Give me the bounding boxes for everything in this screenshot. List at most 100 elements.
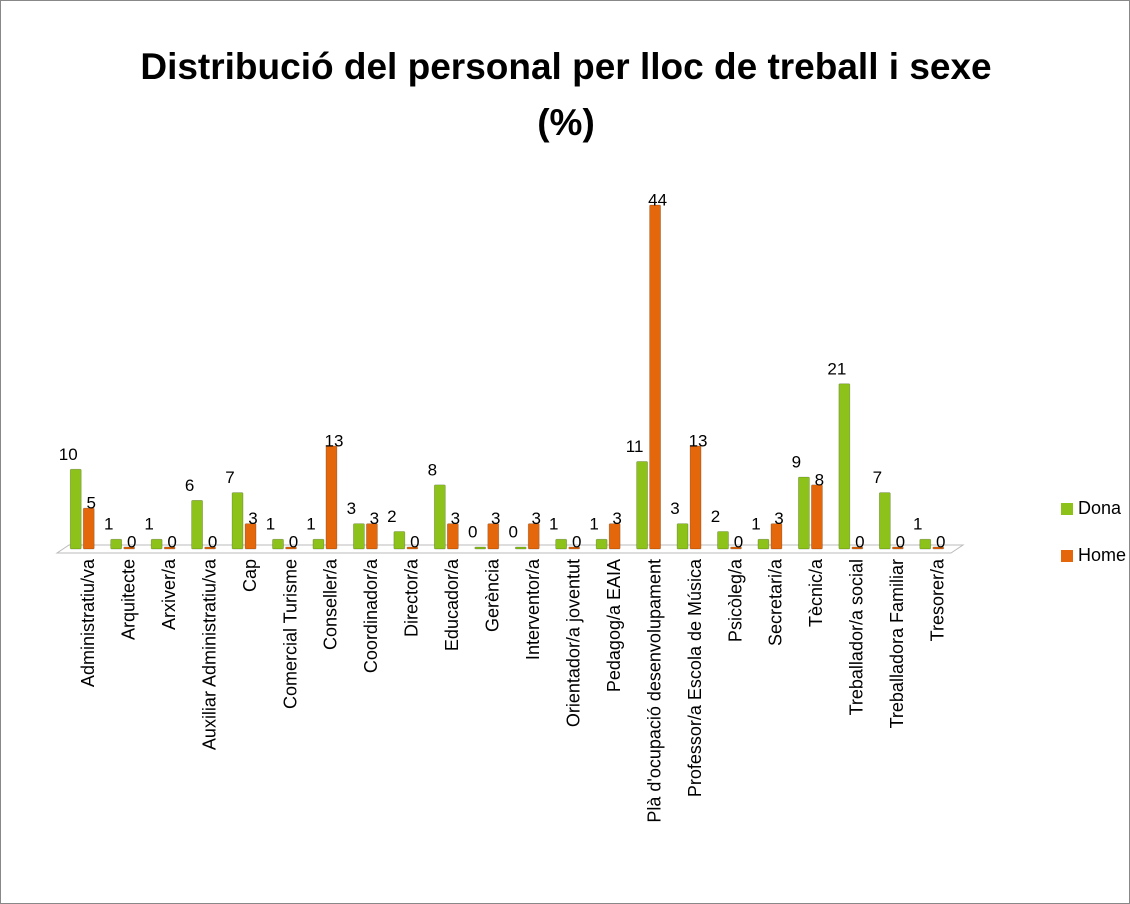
x-tick-label: Director/a (402, 558, 422, 637)
data-label: 0 (208, 532, 217, 551)
data-label: 0 (572, 532, 581, 551)
bar (163, 546, 176, 550)
x-tick-label: Professor/a Escola de Música (685, 558, 705, 797)
data-label: 3 (370, 509, 379, 528)
data-label: 11 (626, 437, 644, 456)
bar (838, 383, 851, 550)
data-label: 13 (689, 431, 708, 450)
x-tick-label: Auxiliar Administratiu/va (199, 558, 219, 750)
bar (676, 523, 689, 550)
data-label: 10 (59, 445, 78, 464)
bar (446, 523, 459, 550)
x-tick-label: Plà d'ocupació desenvolupament (644, 559, 664, 823)
data-label: 0 (167, 532, 176, 551)
bar (770, 523, 783, 550)
data-label: 2 (711, 507, 720, 526)
bar (474, 546, 487, 550)
data-label: 3 (347, 499, 356, 518)
bar (231, 492, 244, 550)
bar (285, 546, 297, 550)
data-label: 5 (86, 494, 95, 513)
bar (191, 500, 203, 550)
data-label: 9 (792, 453, 801, 472)
x-tick-label: Comercial Turisme (280, 559, 300, 709)
bar (919, 538, 932, 550)
data-label: 7 (873, 468, 882, 487)
bar (110, 538, 123, 550)
data-label: 13 (324, 431, 343, 450)
data-label: 1 (104, 515, 113, 534)
data-label: 3 (491, 509, 500, 528)
data-label: 3 (670, 499, 679, 518)
data-label: 1 (589, 515, 598, 534)
bar (312, 538, 325, 550)
data-label: 0 (410, 532, 419, 551)
x-tick-label: Tresorer/a (928, 558, 948, 641)
data-label: 2 (387, 507, 396, 526)
bar (595, 538, 608, 550)
bar (244, 523, 257, 550)
data-label: 0 (734, 532, 743, 551)
bar (878, 492, 891, 550)
bar (82, 507, 95, 550)
data-label: 1 (144, 515, 153, 534)
legend-label: Dona (1078, 498, 1122, 518)
x-tick-label: Cap (240, 559, 260, 592)
bar (353, 523, 365, 550)
x-tick-label: Psicòleg/a (725, 558, 745, 642)
bar (123, 546, 136, 550)
data-label: 0 (936, 532, 945, 551)
x-tick-label: Gerència (483, 558, 503, 632)
bar (649, 204, 661, 550)
data-label: 1 (266, 515, 275, 534)
bar (514, 546, 527, 550)
bar (689, 445, 702, 550)
chart-title: Distribució del personal per lloc de tre… (140, 46, 992, 143)
bar (433, 484, 446, 550)
bar (150, 538, 163, 550)
bar (204, 546, 216, 550)
data-label: 1 (913, 515, 922, 534)
x-tick-label: Interventor/a (523, 558, 543, 660)
bar (851, 546, 864, 550)
bar (325, 445, 338, 550)
data-label: 0 (855, 532, 864, 551)
data-label: 8 (815, 470, 824, 489)
x-tick-label: Secretari/a (766, 558, 786, 646)
data-label: 1 (549, 515, 558, 534)
data-label: 1 (751, 515, 760, 534)
legend-swatch (1061, 503, 1073, 515)
data-label: 8 (428, 460, 437, 479)
data-label: 1 (306, 515, 315, 534)
data-label: 0 (508, 522, 517, 541)
x-tick-label: Orientador/a joventut (563, 559, 583, 727)
data-label: 3 (612, 509, 621, 528)
bar (636, 461, 648, 550)
x-tick-label: Educador/a (442, 558, 462, 651)
legend-swatch (1061, 550, 1073, 562)
data-label: 0 (468, 522, 477, 541)
x-tick-label: Conseller/a (321, 558, 341, 650)
bar (568, 546, 581, 550)
legend-label: Home (1078, 545, 1126, 565)
bar (811, 484, 823, 550)
x-tick-label: Arquitecte (118, 559, 138, 640)
data-label: 3 (531, 509, 540, 528)
data-label: 3 (774, 509, 783, 528)
bar (555, 538, 568, 550)
x-tick-label: Coordinador/a (361, 558, 381, 673)
bar (527, 523, 540, 550)
bar (272, 538, 284, 550)
data-label: 7 (225, 468, 234, 487)
data-label: 0 (289, 532, 298, 551)
bar (393, 531, 406, 550)
data-label: 21 (827, 359, 846, 378)
data-label: 0 (127, 532, 136, 551)
data-label: 0 (896, 532, 905, 551)
x-tick-label: Treballadora Familiar (887, 559, 907, 728)
x-tick-label: Arxiver/a (159, 558, 179, 630)
data-label: 3 (451, 509, 460, 528)
bar (366, 523, 378, 550)
